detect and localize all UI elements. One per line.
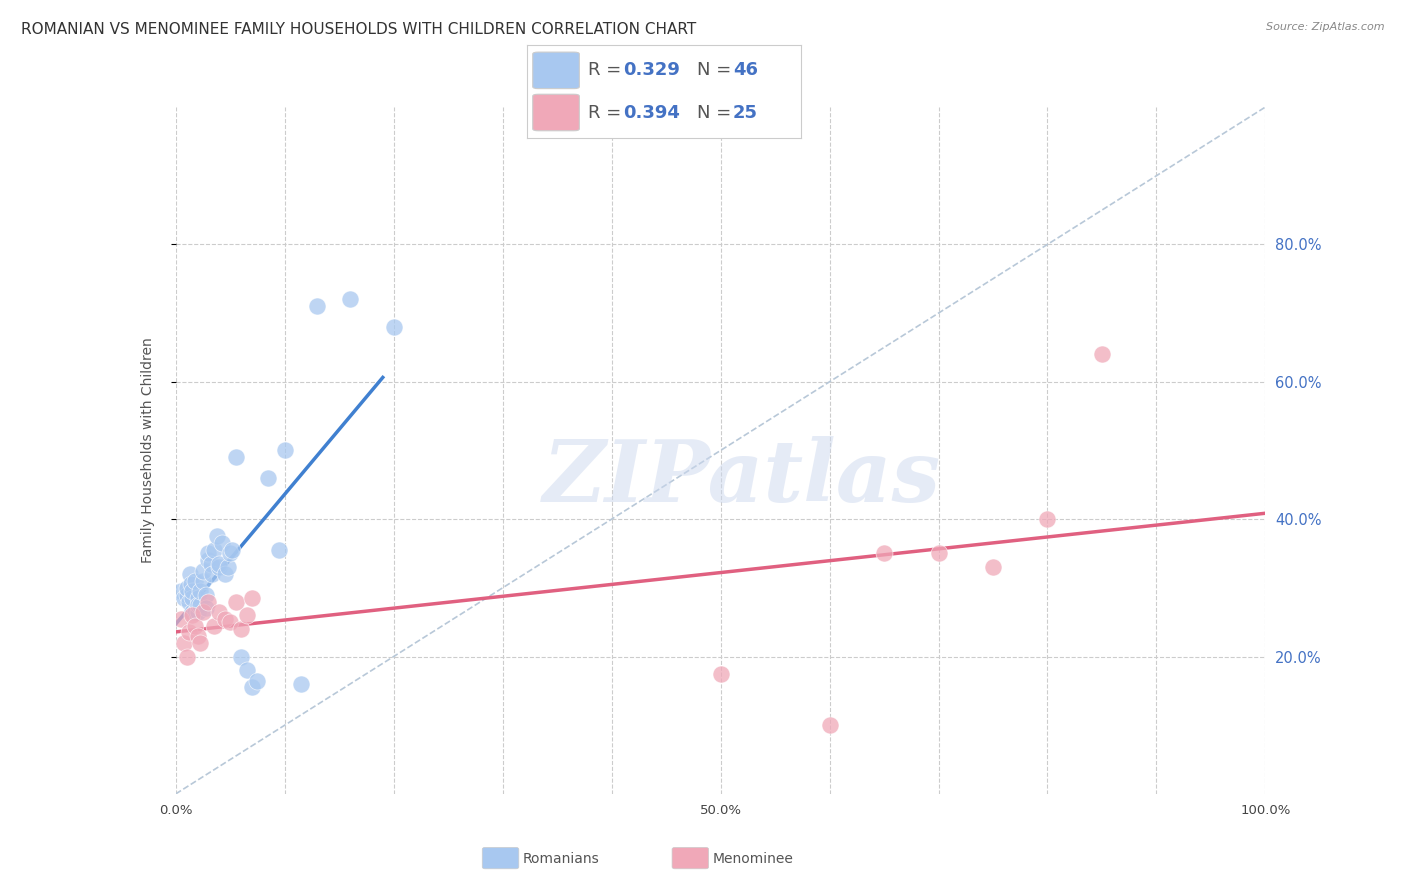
Point [235, 663, 257, 677]
Point [184, 574, 207, 588]
Text: Menominee: Menominee [713, 852, 794, 866]
Point [197, 594, 219, 608]
Point [184, 605, 207, 619]
Point [191, 605, 214, 619]
Point [195, 601, 218, 615]
Point [225, 450, 247, 465]
Point [382, 319, 405, 334]
Point [181, 605, 204, 619]
Point [225, 594, 247, 608]
Point [180, 577, 202, 591]
Point [186, 591, 209, 606]
Point [177, 625, 200, 640]
Point [195, 588, 218, 602]
Point [191, 574, 214, 588]
Point [208, 605, 231, 619]
Text: 0.394: 0.394 [623, 103, 681, 121]
Point [177, 594, 200, 608]
Point [186, 598, 209, 612]
Point [176, 581, 198, 595]
Point [208, 557, 231, 571]
Point [240, 591, 263, 606]
Text: N =: N = [697, 103, 737, 121]
Point [219, 546, 242, 561]
Point [197, 553, 219, 567]
Point [257, 471, 280, 485]
Point [214, 567, 236, 582]
Point [873, 546, 896, 561]
Point [188, 584, 211, 599]
Point [214, 612, 236, 626]
Text: Source: ZipAtlas.com: Source: ZipAtlas.com [1267, 22, 1385, 32]
Point [197, 546, 219, 561]
Point [186, 605, 209, 619]
Point [217, 560, 239, 574]
Point [201, 567, 224, 582]
Point [211, 536, 233, 550]
Point [202, 618, 225, 632]
Point [202, 543, 225, 558]
Point [188, 636, 211, 650]
Point [246, 673, 269, 688]
Point [170, 584, 193, 599]
Point [176, 588, 198, 602]
Text: 25: 25 [733, 103, 758, 121]
Text: ZIPatlas: ZIPatlas [543, 436, 942, 520]
Point [179, 567, 201, 582]
Text: R =: R = [588, 103, 627, 121]
Point [1036, 512, 1059, 526]
Point [981, 560, 1004, 574]
Point [205, 529, 228, 543]
Point [290, 677, 312, 691]
Point [818, 718, 841, 732]
FancyBboxPatch shape [533, 95, 579, 131]
Point [221, 543, 243, 558]
Point [928, 546, 950, 561]
Point [208, 560, 231, 574]
Point [176, 649, 198, 664]
Point [235, 608, 257, 623]
FancyBboxPatch shape [533, 52, 579, 88]
Point [181, 584, 204, 599]
Point [173, 636, 195, 650]
Point [307, 299, 329, 313]
Point [188, 598, 211, 612]
Point [184, 618, 207, 632]
Text: Romanians: Romanians [523, 852, 600, 866]
Point [710, 666, 733, 681]
Point [200, 557, 222, 571]
Point [231, 649, 253, 664]
Text: R =: R = [588, 62, 627, 79]
Text: ROMANIAN VS MENOMINEE FAMILY HOUSEHOLDS WITH CHILDREN CORRELATION CHART: ROMANIAN VS MENOMINEE FAMILY HOUSEHOLDS … [21, 22, 696, 37]
Point [269, 543, 291, 558]
Text: 46: 46 [733, 62, 758, 79]
Point [173, 591, 195, 606]
Point [170, 612, 193, 626]
Point [186, 629, 209, 643]
Point [339, 293, 361, 307]
Point [181, 591, 204, 606]
Text: N =: N = [697, 62, 737, 79]
Text: 0.329: 0.329 [623, 62, 681, 79]
Point [181, 608, 204, 623]
Point [274, 443, 297, 458]
Point [191, 564, 214, 578]
Point [231, 622, 253, 636]
Point [219, 615, 242, 630]
Point [240, 681, 263, 695]
Y-axis label: Family Households with Children: Family Households with Children [141, 337, 155, 564]
Point [1091, 347, 1114, 361]
